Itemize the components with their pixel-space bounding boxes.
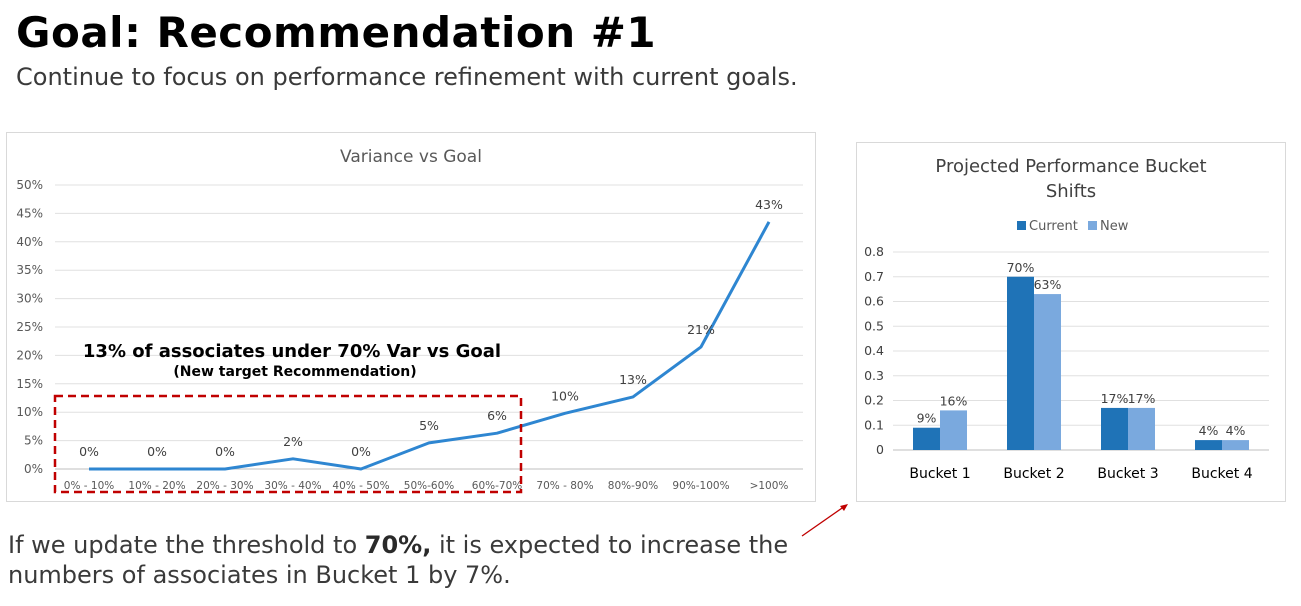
x-tick-label: 0% - 10% (64, 480, 114, 492)
y-tick-label: 20% (16, 348, 43, 362)
data-label: 10% (551, 388, 579, 403)
bar-chart-title-line2: Shifts (1046, 181, 1096, 202)
bar-new (1034, 294, 1061, 450)
y-tick-label: 0.2 (864, 393, 884, 408)
bar-data-label: 9% (917, 411, 937, 426)
y-tick-label: 30% (16, 292, 43, 306)
y-tick-label: 35% (16, 263, 43, 277)
highlight-box (53, 394, 523, 494)
data-label: 21% (687, 322, 715, 337)
y-tick-label: 25% (16, 320, 43, 334)
data-label: 2% (283, 434, 303, 449)
page-subtitle: Continue to focus on performance refinem… (16, 63, 798, 91)
y-tick-label: 0.8 (864, 244, 884, 259)
y-tick-label: 0.4 (864, 343, 884, 358)
bar-data-label: 70% (1007, 260, 1035, 275)
legend: Current New (1017, 219, 1129, 234)
x-tick-label: Bucket 1 (909, 466, 970, 482)
x-tick-label: >100% (750, 480, 789, 492)
bucket-shift-chart-card: Projected Performance Bucket Shifts Curr… (856, 142, 1286, 502)
bar-data-label: 17% (1101, 391, 1129, 406)
x-tick-label: 40% - 50% (332, 480, 389, 492)
annotation-sub: (New target Recommendation) (173, 364, 416, 380)
legend-swatch-new (1088, 221, 1097, 230)
data-label: 0% (79, 444, 99, 459)
y-tick-label: 40% (16, 235, 43, 249)
data-label: 5% (419, 418, 439, 433)
data-label: 0% (147, 444, 167, 459)
y-tick-label: 5% (24, 434, 43, 448)
x-tick-label: 60%-70% (472, 480, 522, 492)
series-line (89, 221, 771, 471)
bucket-bar-chart: Projected Performance Bucket Shifts Curr… (864, 156, 1269, 482)
summary-bold: 70%, (364, 531, 432, 559)
y-tick-label: 50% (16, 178, 43, 192)
legend-label-new: New (1100, 219, 1129, 234)
bar-chart-title-line1: Projected Performance Bucket (935, 156, 1206, 177)
bar-data-label: 4% (1199, 423, 1219, 438)
bar-current (1007, 276, 1034, 450)
y-tick-label: 15% (16, 377, 43, 391)
y-tick-label: 0.5 (864, 318, 884, 333)
legend-swatch-current (1017, 221, 1026, 230)
x-tick-label: 80%-90% (608, 480, 658, 492)
y-tick-label: 0% (24, 462, 43, 476)
x-tick-label: Bucket 2 (1003, 466, 1064, 482)
summary-part1: If we update the threshold to (8, 531, 365, 559)
x-tick-label: 30% - 40% (264, 480, 321, 492)
bar-data-label: 63% (1034, 277, 1062, 292)
bar-current (1101, 407, 1128, 450)
x-tick-label: 20% - 30% (196, 480, 253, 492)
bar-data-label: 17% (1128, 391, 1156, 406)
summary-text: If we update the threshold to 70%, it is… (8, 530, 828, 590)
data-label: 0% (215, 444, 235, 459)
y-tick-label: 0.3 (864, 368, 884, 383)
data-label: 0% (351, 444, 371, 459)
variance-chart-card: Variance vs Goal 0% 5% 10% 15% 20% 25% 30% 35% 4… (6, 132, 816, 502)
bar-current (913, 427, 940, 450)
bar-current (1195, 440, 1222, 450)
variance-line-chart: Variance vs Goal 0% 5% 10% 15% 20% 25% 30% 35% 4… (16, 147, 803, 494)
bar-new (1222, 440, 1249, 450)
page-title: Goal: Recommendation #1 (16, 8, 657, 57)
bar-data-label: 16% (940, 393, 968, 408)
data-label: 13% (619, 372, 647, 387)
data-label: 43% (755, 197, 783, 212)
arrow-head-icon (840, 504, 848, 511)
x-tick-label: Bucket 4 (1191, 466, 1252, 482)
chart-title: Variance vs Goal (340, 147, 482, 167)
y-tick-label: 0 (876, 442, 884, 457)
y-tick-label: 45% (16, 206, 43, 220)
x-tick-label: 10% - 20% (128, 480, 185, 492)
x-tick-label: 90%-100% (672, 480, 729, 492)
y-tick-label: 0.6 (864, 294, 884, 309)
annotation-main: 13% of associates under 70% Var vs Goal (83, 341, 501, 362)
y-tick-label: 0.7 (864, 269, 884, 284)
x-tick-label: 70% - 80% (536, 480, 593, 492)
legend-label-current: Current (1029, 219, 1078, 234)
bar-data-label: 4% (1226, 423, 1246, 438)
y-tick-label: 10% (16, 405, 43, 419)
x-tick-label: Bucket 3 (1097, 466, 1158, 482)
x-tick-label: 50%-60% (404, 480, 454, 492)
bar-new (1128, 407, 1155, 450)
callout-arrow (801, 504, 848, 537)
data-label: 6% (487, 408, 507, 423)
bar-new (940, 410, 967, 450)
summary-part2: it is expected to increase the numbers o… (8, 531, 789, 589)
y-tick-label: 0.1 (864, 417, 884, 432)
